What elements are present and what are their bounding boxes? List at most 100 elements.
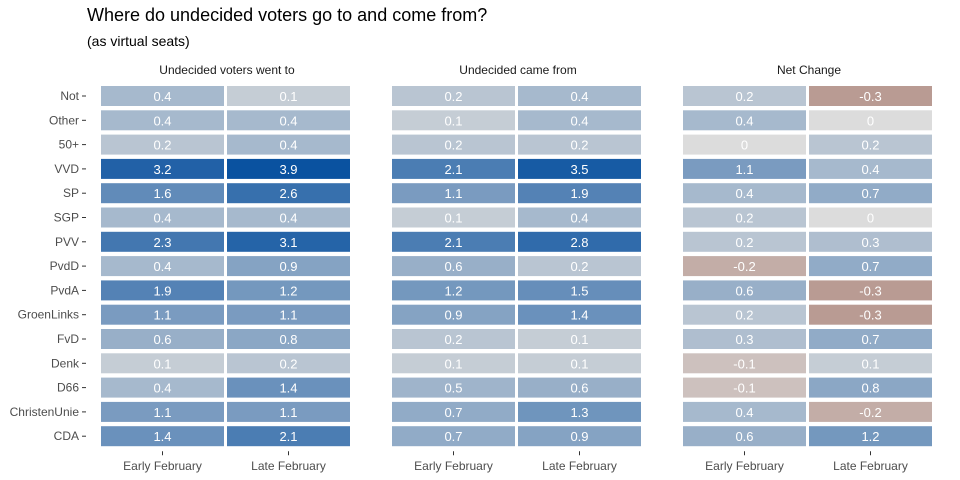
row-label: Denk [51,356,80,370]
heatmap-cell [101,256,224,277]
panels: Not Other 50+ VVD SP SGP PVV PvdD PvdA GroenLinks… [10,63,932,473]
heatmap-cell [227,329,350,349]
heatmap-cell [809,134,932,155]
cell-value-label: 0.4 [570,211,588,226]
heatmap-cell [683,207,806,228]
column-label: Early February [705,459,784,473]
cell-value-label: 0.2 [279,356,297,371]
heatmap-cell [227,183,350,204]
panel-title: Undecided came from [459,63,576,77]
cell-value-label: 0.4 [153,259,171,274]
heatmap-cell [518,353,641,374]
heatmap-cell [392,231,515,252]
cell-value-label: 0.4 [279,113,297,128]
cell-value-label: -0.2 [859,405,881,420]
cell-value-label: 0.9 [279,259,297,274]
heatmap-cell [101,158,224,179]
heatmap-cell [518,426,641,447]
heatmap-cell [809,304,932,325]
cell-value-label: 0.1 [444,113,462,128]
cell-value-label: -0.3 [859,283,881,298]
cell-value-label: 0.4 [735,405,753,420]
heatmap-cell [809,86,932,106]
cell-value-label: 0.7 [444,429,462,444]
heatmap-cell [683,377,806,398]
row-label: 50+ [59,138,79,152]
cell-value-label: 0.7 [861,186,879,201]
heatmap-cell [227,426,350,447]
heatmap-cell [227,231,350,252]
cell-value-label: 0 [867,211,874,226]
heatmap-cell [683,353,806,374]
heatmap-cell [101,280,224,301]
heatmap-cell [683,256,806,277]
heatmap-cell [809,183,932,204]
heatmap-cell [392,353,515,374]
cell-value-label: 0.2 [735,211,753,226]
cell-value-label: 0.8 [279,332,297,347]
heatmap-cell [683,280,806,301]
heatmap-cell [227,377,350,398]
chart-title: Where do undecided voters go to and come… [87,5,487,25]
heatmap-cell [809,401,932,422]
cell-value-label: 0.1 [444,356,462,371]
cell-value-label: 1.1 [153,405,171,420]
cell-value-label: 2.1 [444,235,462,250]
heatmap-cell [518,401,641,422]
cell-value-label: 0.8 [861,381,879,396]
panel-3: Net Change 0.2 -0.3 0.4 0 0 0.2 1.1 0.4 0.4 0.7 0.2… [683,63,932,473]
heatmap-cell [809,207,932,228]
cell-value-label: 0.7 [861,259,879,274]
column-label: Late February [542,459,617,473]
heatmap-cell [518,183,641,204]
row-label: CDA [54,429,79,443]
heatmap-cell [392,329,515,349]
heatmap-cell [809,426,932,447]
cell-value-label: 0.2 [570,259,588,274]
cell-value-label: 1.4 [279,381,297,396]
cell-value-label: 0.9 [444,308,462,323]
cell-value-label: 1.4 [570,308,588,323]
heatmap-cell [809,329,932,349]
cell-value-label: 1.4 [153,429,171,444]
cell-value-label: 0.1 [570,356,588,371]
panel-2: Undecided came from 0.2 0.4 0.1 0.4 0.2 0.2 2.1… [392,63,641,473]
row-label: FvD [57,332,79,346]
heatmap-cell [227,401,350,422]
cell-value-label: 3.9 [279,162,297,177]
cell-value-label: -0.2 [733,259,755,274]
cell-value-label: -0.1 [733,356,755,371]
cell-value-label: -0.3 [859,308,881,323]
heatmap-cell [101,183,224,204]
cell-value-label: 2.6 [279,186,297,201]
heatmap-cell [101,207,224,228]
heatmap-cell [809,158,932,179]
panel-1: Undecided voters went to 0.4 0.1 0.4 0.4 0.2 0… [101,63,350,473]
row-label: PvdA [50,283,79,297]
heatmap-cell [227,207,350,228]
cell-value-label: 1.5 [570,283,588,298]
cell-value-label: 0.4 [570,89,588,104]
heatmap-cell [683,231,806,252]
row-label: Not [60,89,79,103]
heatmap-cell [518,256,641,277]
cell-value-label: 0.6 [735,283,753,298]
heatmap-cell [227,353,350,374]
cell-value-label: 0 [741,138,748,153]
heatmap-cell [809,280,932,301]
cell-value-label: 0.4 [153,113,171,128]
cell-value-label: 0.2 [735,308,753,323]
cell-value-label: 0.2 [735,89,753,104]
panel-title: Net Change [777,63,841,77]
heatmap-cell [101,353,224,374]
cell-value-label: 1.2 [279,283,297,298]
heatmap-cell [518,377,641,398]
heatmap-cell [809,110,932,131]
cell-value-label: 1.1 [279,405,297,420]
cell-value-label: 1.1 [153,308,171,323]
row-label: SGP [54,211,79,225]
cell-value-label: 0.2 [735,235,753,250]
heatmap-cell [227,110,350,131]
cell-value-label: 0.1 [861,356,879,371]
heatmap-cell [518,207,641,228]
